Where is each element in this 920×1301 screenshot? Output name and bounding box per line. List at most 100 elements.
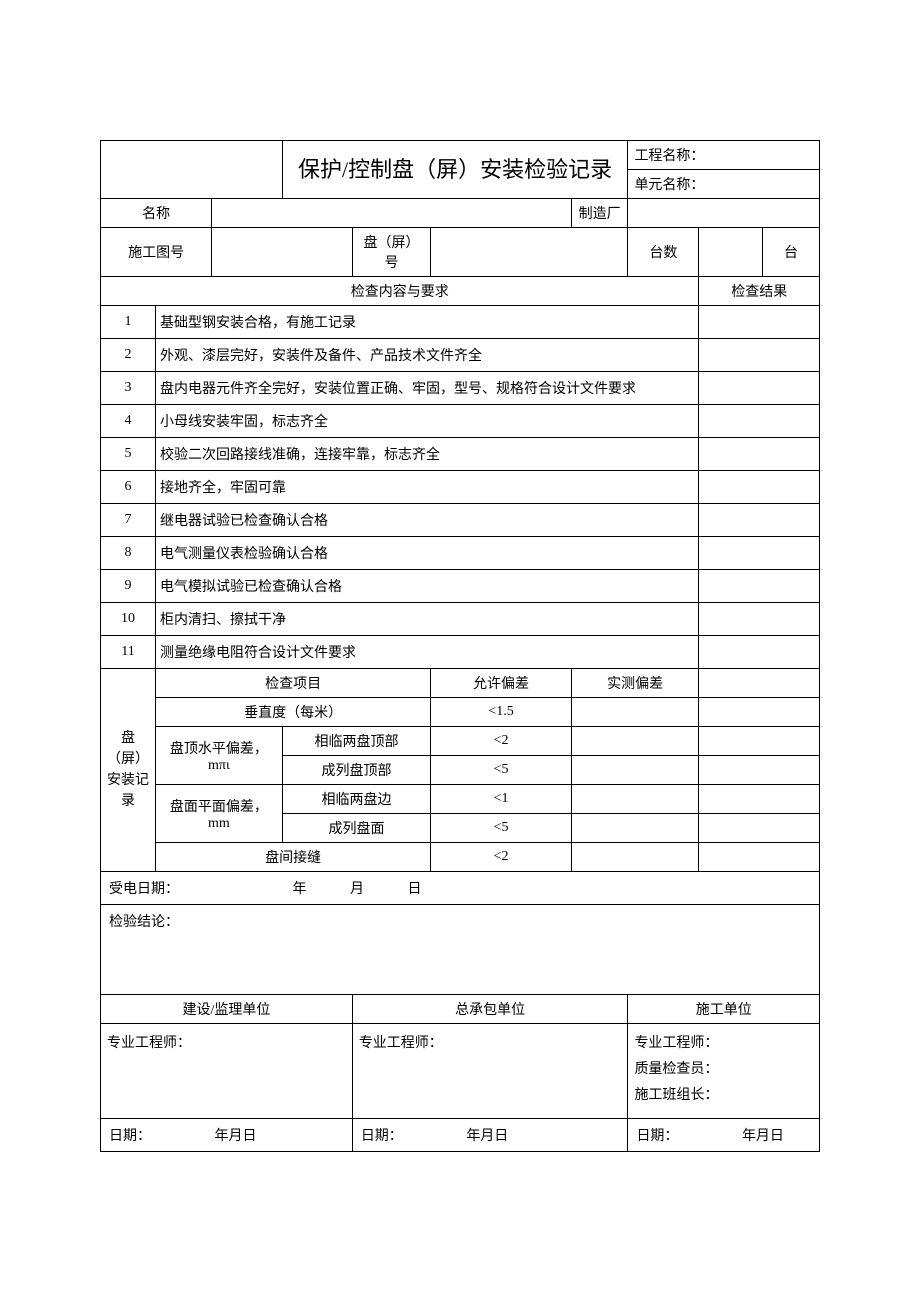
- conclusion-cell[interactable]: 检验结论：: [101, 905, 820, 995]
- date-text: 年月日: [742, 1129, 784, 1144]
- engineer-label: 专业工程师：: [359, 1032, 622, 1052]
- check-row: 6 接地齐全，牢固可靠: [101, 471, 820, 504]
- month-label: 月: [350, 882, 364, 897]
- date-label: 日期：: [109, 1129, 151, 1144]
- top-dev-r1: 相临两盘顶部: [282, 727, 430, 756]
- drawing-no-label: 施工图号: [101, 228, 212, 277]
- check-result[interactable]: [699, 438, 820, 471]
- drawing-no-value[interactable]: [212, 228, 352, 277]
- face-dev-r1-meas[interactable]: [571, 785, 699, 814]
- check-text: 电气模拟试验已检查确认合格: [156, 570, 699, 603]
- check-result[interactable]: [699, 405, 820, 438]
- check-no: 3: [101, 372, 156, 405]
- unit-name-label: 单元名称：: [628, 170, 820, 199]
- check-no: 2: [101, 339, 156, 372]
- qty-label: 台数: [628, 228, 699, 277]
- qc-label: 质量检查员：: [634, 1058, 813, 1078]
- check-result[interactable]: [699, 306, 820, 339]
- check-no: 5: [101, 438, 156, 471]
- verticality-meas[interactable]: [571, 698, 699, 727]
- sig-col1-title: 建设/监理单位: [101, 995, 353, 1024]
- project-name-label: 工程名称：: [628, 141, 820, 170]
- top-dev-r1-meas[interactable]: [571, 727, 699, 756]
- sig-col2-title: 总承包单位: [352, 995, 628, 1024]
- face-dev-r2-tol: <5: [431, 814, 572, 843]
- check-result[interactable]: [699, 372, 820, 405]
- mount-tol-col: 允许偏差: [431, 669, 572, 698]
- check-result[interactable]: [699, 339, 820, 372]
- mount-blank: [699, 814, 820, 843]
- mount-blank: [699, 785, 820, 814]
- sig-col1-date: 日期： 年月日: [101, 1119, 353, 1152]
- power-date-label: 受电日期：: [109, 882, 179, 897]
- gap-label: 盘间接缝: [156, 843, 431, 872]
- date-label: 日期：: [636, 1129, 678, 1144]
- check-row: 9 电气模拟试验已检查确认合格: [101, 570, 820, 603]
- check-text: 盘内电器元件齐全完好，安装位置正确、牢固，型号、规格符合设计文件要求: [156, 372, 699, 405]
- qty-value[interactable]: [699, 228, 763, 277]
- day-label: 日: [408, 882, 422, 897]
- check-result[interactable]: [699, 504, 820, 537]
- manufacturer-label: 制造厂: [571, 199, 628, 228]
- check-no: 1: [101, 306, 156, 339]
- check-text: 基础型钢安装合格，有施工记录: [156, 306, 699, 339]
- check-no: 11: [101, 636, 156, 669]
- check-row: 3 盘内电器元件齐全完好，安装位置正确、牢固，型号、规格符合设计文件要求: [101, 372, 820, 405]
- name-value[interactable]: [212, 199, 571, 228]
- form-title: 保护/控制盘（屏）安装检验记录: [282, 141, 628, 199]
- conclusion-label: 检验结论：: [109, 915, 179, 930]
- manufacturer-value[interactable]: [628, 199, 820, 228]
- sig-col3-body[interactable]: 专业工程师： 质量检查员： 施工班组长：: [628, 1024, 820, 1119]
- check-result[interactable]: [699, 537, 820, 570]
- check-result[interactable]: [699, 471, 820, 504]
- power-date-row: 受电日期： 年 月 日: [101, 872, 820, 905]
- check-no: 7: [101, 504, 156, 537]
- mount-section-label: 盘（屏）安装记录: [101, 669, 156, 872]
- engineer-label: 专业工程师：: [107, 1032, 346, 1052]
- check-no: 10: [101, 603, 156, 636]
- mount-item-col: 检查项目: [156, 669, 431, 698]
- top-dev-r1-tol: <2: [431, 727, 572, 756]
- sig-col3-title: 施工单位: [628, 995, 820, 1024]
- top-dev-group: 盘顶水平偏差，mπι: [156, 727, 283, 785]
- check-result[interactable]: [699, 636, 820, 669]
- check-no: 4: [101, 405, 156, 438]
- inspection-form: 保护/控制盘（屏）安装检验记录 工程名称： 单元名称： 名称 制造厂 施工图号 …: [100, 140, 820, 1152]
- sig-col1-body[interactable]: 专业工程师：: [101, 1024, 353, 1119]
- panel-no-label: 盘（屏）号: [352, 228, 430, 277]
- check-result-title: 检查结果: [699, 277, 820, 306]
- gap-meas[interactable]: [571, 843, 699, 872]
- mount-blank: [699, 727, 820, 756]
- top-dev-r2: 成列盘顶部: [282, 756, 430, 785]
- panel-no-value[interactable]: [431, 228, 628, 277]
- year-label: 年: [293, 882, 307, 897]
- face-dev-r2-meas[interactable]: [571, 814, 699, 843]
- check-row: 4 小母线安装牢固，标志齐全: [101, 405, 820, 438]
- check-row: 7 继电器试验已检查确认合格: [101, 504, 820, 537]
- check-text: 测量绝缘电阻符合设计文件要求: [156, 636, 699, 669]
- check-text: 外观、漆层完好，安装件及备件、产品技术文件齐全: [156, 339, 699, 372]
- check-text: 继电器试验已检查确认合格: [156, 504, 699, 537]
- mount-blank: [699, 756, 820, 785]
- check-result[interactable]: [699, 570, 820, 603]
- face-dev-r2: 成列盘面: [282, 814, 430, 843]
- mount-blank: [699, 843, 820, 872]
- gap-tol: <2: [431, 843, 572, 872]
- check-no: 6: [101, 471, 156, 504]
- check-row: 8 电气测量仪表检验确认合格: [101, 537, 820, 570]
- check-text: 柜内清扫、擦拭干净: [156, 603, 699, 636]
- qty-unit: 台: [762, 228, 819, 277]
- name-label: 名称: [101, 199, 212, 228]
- check-result[interactable]: [699, 603, 820, 636]
- sig-col2-date: 日期： 年月日: [352, 1119, 628, 1152]
- sig-col2-body[interactable]: 专业工程师：: [352, 1024, 628, 1119]
- blank-top-left: [101, 141, 283, 199]
- face-dev-group: 盘面平面偏差，mm: [156, 785, 283, 843]
- date-text: 年月日: [466, 1129, 508, 1144]
- mount-blank-col: [699, 669, 820, 698]
- sig-col3-date: 日期： 年月日: [628, 1119, 820, 1152]
- top-dev-r2-meas[interactable]: [571, 756, 699, 785]
- top-dev-r2-tol: <5: [431, 756, 572, 785]
- check-row: 2 外观、漆层完好，安装件及备件、产品技术文件齐全: [101, 339, 820, 372]
- check-text: 小母线安装牢固，标志齐全: [156, 405, 699, 438]
